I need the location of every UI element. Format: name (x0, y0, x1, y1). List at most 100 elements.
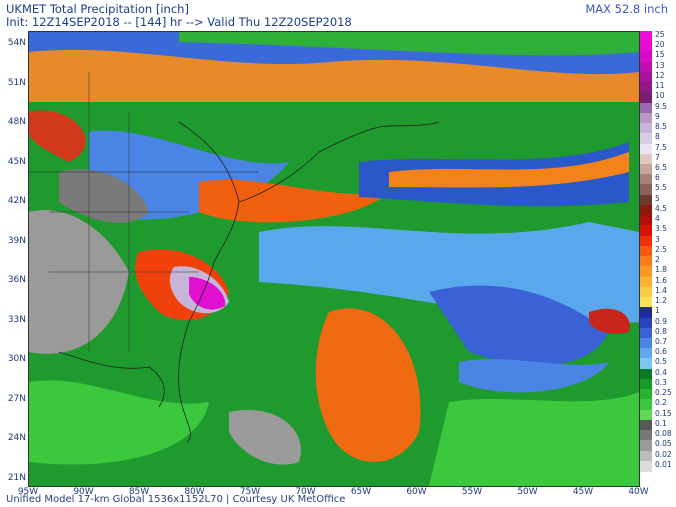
legend-label: 7 (655, 152, 660, 162)
legend-swatch (640, 215, 652, 227)
legend-label: 0.7 (655, 336, 667, 346)
lat-label: 39N (7, 235, 26, 246)
legend-label: 0.5 (655, 357, 667, 367)
legend-label: 1.6 (655, 275, 667, 285)
legend-swatch (640, 143, 652, 155)
lat-label: 45N (7, 156, 26, 167)
legend-swatch (640, 204, 652, 216)
legend-swatch (640, 430, 652, 442)
legend-label: 7.5 (655, 142, 667, 152)
model-credit: Unified Model 17-km Global 1536x1152L70 … (6, 494, 346, 505)
lon-label: 80W (184, 487, 205, 497)
legend-label: 0.6 (655, 347, 667, 357)
max-value: MAX 52.8 inch (585, 2, 668, 16)
lon-label: 95W (17, 487, 39, 497)
legend-label: 20 (655, 40, 665, 50)
lon-label: 75W (239, 487, 261, 497)
legend-label: 3.5 (655, 224, 667, 234)
map-title: UKMET Total Precipitation [inch] (6, 2, 189, 16)
legend-label: 0.2 (655, 398, 667, 408)
legend-label: 0.9 (655, 316, 667, 326)
legend-label: 10 (655, 91, 665, 101)
legend-swatch (640, 460, 652, 472)
legend-label: 0.3 (655, 377, 667, 387)
legend-label: 8 (655, 132, 660, 142)
legend-swatch (640, 184, 652, 196)
legend-swatch (640, 225, 652, 237)
legend-label: 4 (655, 214, 660, 224)
legend-label: 1 (655, 306, 660, 316)
legend-swatch (640, 235, 652, 247)
lon-label: 45W (572, 487, 594, 497)
legend-swatch (640, 286, 652, 298)
legend-label: 0.25 (655, 388, 672, 398)
precipitation-map-svg (29, 32, 639, 486)
legend-swatch (640, 256, 652, 268)
lat-label: 42N (7, 196, 26, 206)
legend-label: 0.01 (655, 459, 672, 469)
lat-label: 24N (7, 433, 26, 443)
lat-label: 54N (7, 38, 26, 48)
legend-swatch (640, 123, 652, 135)
legend-label: 0.02 (655, 449, 672, 459)
lon-label: 85W (128, 487, 150, 497)
legend-swatch (640, 174, 652, 186)
legend-swatch (640, 389, 652, 401)
legend-label: 3 (655, 234, 660, 244)
lat-label: 48N (7, 117, 26, 127)
legend-swatch (640, 419, 652, 431)
legend-label: 4.5 (655, 203, 667, 213)
lat-label: 33N (7, 314, 26, 325)
lon-label: 65W (350, 487, 372, 497)
legend-swatch (640, 61, 652, 73)
lon-label: 50W (517, 487, 538, 497)
legend-swatch (640, 112, 652, 124)
lon-label: 70W (295, 487, 316, 497)
legend-label: 0.4 (655, 367, 667, 377)
legend-label: 1.2 (655, 296, 667, 306)
legend-swatch (640, 368, 652, 380)
legend-swatch (640, 92, 652, 104)
precipitation-map (28, 31, 640, 487)
legend-label: 2 (655, 255, 660, 265)
legend-label: 5.5 (655, 183, 667, 193)
legend-label: 0.15 (655, 408, 672, 418)
legend-swatch (640, 51, 652, 63)
legend-swatch (640, 153, 652, 165)
lon-label: 60W (406, 487, 427, 497)
legend-label: 5 (655, 193, 660, 203)
color-legend (640, 31, 652, 472)
legend-swatch (640, 266, 652, 278)
legend-swatch (640, 358, 652, 370)
legend-swatch (640, 327, 652, 339)
legend-label: 0.05 (655, 439, 672, 449)
legend-swatch (640, 276, 652, 288)
legend-label: 25 (655, 30, 665, 39)
legend-label: 0.1 (655, 418, 667, 428)
legend-label: 15 (655, 50, 665, 60)
legend-label: 13 (655, 60, 665, 70)
legend-swatch (640, 133, 652, 145)
lon-label: 55W (461, 487, 483, 497)
legend-swatch (640, 71, 652, 83)
legend-swatch (640, 337, 652, 349)
legend-swatch (640, 31, 652, 42)
legend-swatch (640, 245, 652, 257)
legend-label: 6 (655, 173, 660, 183)
legend-label: 0.8 (655, 326, 667, 336)
lat-label: 27N (7, 393, 26, 404)
lon-label: 40W (628, 487, 649, 497)
legend-label: 8.5 (655, 122, 667, 132)
legend-label: 2.5 (655, 244, 667, 254)
map-subtitle: Init: 12Z14SEP2018 -- [144] hr --> Valid… (6, 15, 352, 29)
legend-swatch (640, 450, 652, 462)
lat-label: 51N (7, 77, 26, 88)
legend-label: 11 (655, 81, 665, 91)
legend-swatch (640, 82, 652, 94)
legend-swatch (640, 194, 652, 206)
legend-label: 6.5 (655, 163, 667, 173)
legend-swatch (640, 348, 652, 360)
legend-swatch (640, 378, 652, 390)
lon-label: 90W (73, 487, 94, 497)
lat-label: 21N (7, 472, 26, 483)
